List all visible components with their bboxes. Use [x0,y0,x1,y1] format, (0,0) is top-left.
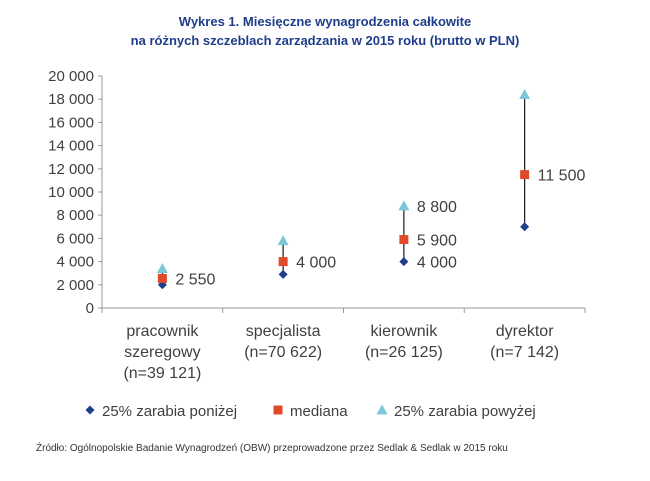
marker-diamond [520,222,530,232]
legend-marker-square [273,405,283,415]
x-tick-label: kierownik [371,323,439,340]
y-tick-label: 18 000 [48,91,94,108]
y-tick-label: 8 000 [56,207,94,224]
y-tick-label: 10 000 [48,184,94,201]
source-note: Źródło: Ogólnopolskie Badanie Wynagrodze… [36,443,508,454]
y-tick-label: 2 000 [56,277,94,294]
marker-triangle [519,89,531,99]
marker-diamond [278,269,288,279]
marker-square [157,273,167,283]
data-label: 2 550 [175,271,215,288]
legend-marker-triangle [376,404,388,415]
y-tick-label: 12 000 [48,161,94,178]
x-tick-label: (n=7 142) [490,344,559,361]
legend-label: 25% zarabia powyżej [394,403,536,420]
legend-label: 25% zarabia poniżej [102,403,237,420]
legend-marker-diamond [85,405,95,415]
x-tick-label: (n=70 622) [244,344,322,361]
x-tick-label: (n=39 121) [123,365,201,382]
x-tick-label: specjalista [246,323,321,340]
marker-triangle [398,200,410,211]
y-tick-label: 20 000 [48,68,94,85]
y-tick-label: 6 000 [56,230,94,247]
data-label: 5 900 [417,233,457,250]
y-tick-label: 16 000 [48,114,94,131]
y-tick-label: 4 000 [56,254,94,271]
chart-subtitle: na różnych szczeblach zarządzania w 2015… [130,33,520,48]
data-label: 4 000 [417,255,457,272]
data-label: 4 000 [296,255,336,272]
marker-square [520,170,530,180]
data-label: 8 800 [417,199,457,216]
y-tick-label: 14 000 [48,138,94,155]
x-tick-label: pracownik [126,323,199,340]
marker-triangle [277,235,289,246]
marker-square [278,257,288,267]
marker-triangle [156,263,168,273]
x-tick-label: dyrektor [496,323,554,340]
y-tick-label: 0 [86,300,94,317]
data-label: 11 500 [538,168,586,185]
legend-label: mediana [290,403,348,420]
x-tick-label: (n=26 125) [365,344,443,361]
marker-square [399,235,409,245]
chart-title: Wykres 1. Miesięczne wynagrodzenia całko… [178,14,472,29]
marker-diamond [399,257,409,267]
x-tick-label: szeregowy [124,344,200,361]
